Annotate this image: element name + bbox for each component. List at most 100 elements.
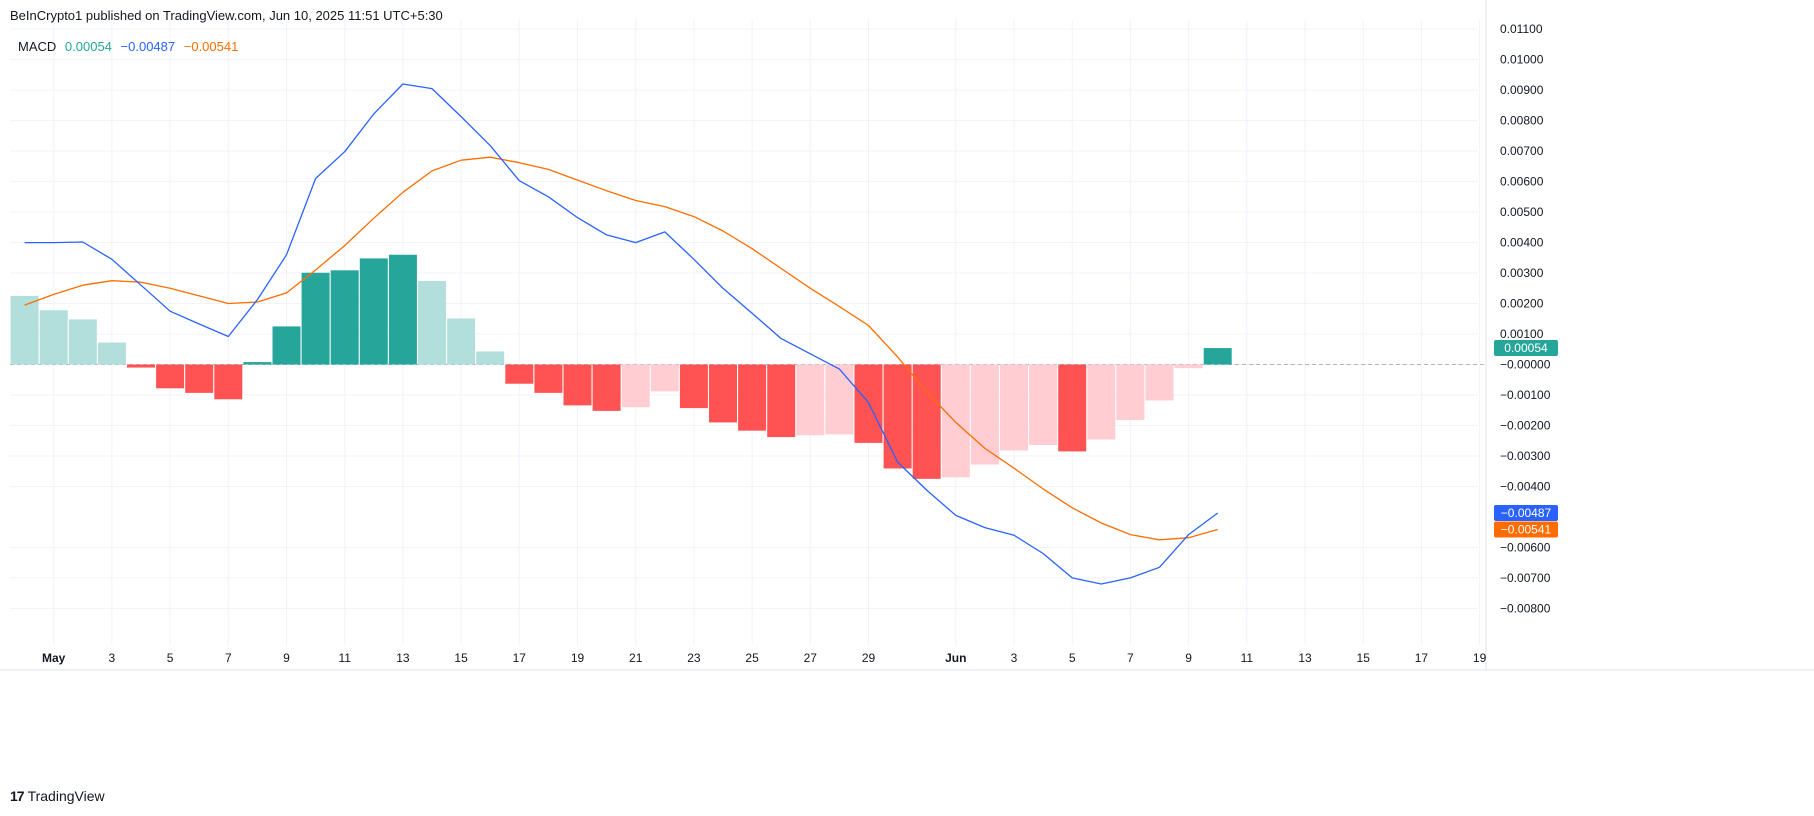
x-tick-label: 13	[1298, 651, 1312, 665]
histogram-bar[interactable]	[272, 326, 301, 365]
publisher-info: BeInCrypto1 published on TradingView.com…	[10, 8, 443, 23]
histogram-bar[interactable]	[883, 364, 912, 469]
x-tick-label: 5	[1069, 651, 1076, 665]
histogram-bar[interactable]	[156, 364, 185, 389]
x-tick-label: 19	[1473, 651, 1487, 665]
x-tick-label: 27	[804, 651, 818, 665]
histogram-bar[interactable]	[709, 364, 737, 423]
y-tick-label: −0.00800	[1500, 601, 1551, 615]
histogram-bar[interactable]	[418, 280, 446, 365]
x-tick-label: 15	[1357, 651, 1371, 665]
y-tick-label: 0.01000	[1500, 53, 1544, 67]
histogram-bar[interactable]	[505, 364, 534, 384]
price-tag-label: −0.00487	[1501, 506, 1552, 520]
histogram-bar[interactable]	[679, 364, 708, 409]
y-tick-label: 0.00300	[1500, 266, 1544, 280]
y-tick-label: −0.00100	[1500, 388, 1551, 402]
legend-indicator-name: MACD	[18, 39, 57, 54]
histogram-bar[interactable]	[97, 342, 126, 365]
x-tick-label: 17	[513, 651, 527, 665]
signal-line[interactable]	[24, 156, 1218, 541]
legend-signal-value: −0.00541	[183, 39, 239, 54]
histogram-bar[interactable]	[563, 364, 592, 406]
histogram-bar[interactable]	[39, 310, 68, 365]
y-tick-label: 0.01100	[1500, 22, 1543, 36]
histogram-bar[interactable]	[388, 254, 417, 365]
histogram-bar[interactable]	[796, 364, 825, 436]
histogram-bar[interactable]	[1058, 364, 1087, 452]
x-tick-label: 15	[454, 651, 468, 665]
histogram-bar[interactable]	[970, 364, 999, 465]
y-tick-label: 0.00400	[1500, 236, 1544, 250]
legend-histogram-value: 0.00054	[64, 39, 112, 54]
y-tick-label: 0.00500	[1500, 205, 1544, 219]
histogram-bar[interactable]	[359, 258, 388, 365]
x-tick-label: 29	[862, 651, 876, 665]
x-tick-label: 11	[338, 651, 351, 665]
histogram-bar[interactable]	[1203, 348, 1232, 365]
x-tick-label: May	[42, 651, 66, 665]
y-tick-label: 0.00100	[1500, 327, 1544, 341]
y-tick-label: −0.00700	[1500, 571, 1551, 585]
y-tick-label: −0.00600	[1500, 540, 1551, 554]
histogram-bar[interactable]	[127, 364, 155, 368]
x-tick-label: 3	[1011, 651, 1018, 665]
histogram-bar[interactable]	[1145, 364, 1174, 401]
histogram-bar[interactable]	[1029, 364, 1058, 445]
legend-macd-value: −0.00487	[120, 39, 176, 54]
histogram-bar[interactable]	[68, 319, 97, 365]
y-tick-label: 0.00600	[1500, 175, 1544, 189]
x-tick-label: 17	[1415, 651, 1429, 665]
x-tick-label: 23	[687, 651, 701, 665]
tradingview-brand: TradingView	[27, 788, 105, 804]
tradingview-watermark[interactable]: 17 TradingView	[10, 788, 105, 804]
x-tick-label: 9	[1185, 651, 1192, 665]
x-tick-label: 19	[571, 651, 585, 665]
y-tick-label: 0.00800	[1500, 114, 1544, 128]
histogram-bar[interactable]	[1000, 364, 1028, 451]
histogram-bar[interactable]	[243, 362, 272, 365]
y-tick-label: −0.00200	[1500, 418, 1551, 432]
x-tick-label: 21	[629, 651, 643, 665]
histogram-bar[interactable]	[534, 364, 563, 393]
price-tag-label: 0.00054	[1504, 341, 1548, 355]
histogram-bar[interactable]	[1174, 364, 1203, 369]
macd-legend[interactable]: MACD 0.00054 −0.00487 −0.00541	[18, 39, 243, 54]
histogram-bar[interactable]	[650, 364, 679, 392]
price-tag[interactable]	[1494, 521, 1558, 538]
histogram-bar[interactable]	[912, 364, 941, 479]
histogram-bar[interactable]	[1116, 364, 1145, 420]
x-tick-label: 25	[745, 651, 759, 665]
histogram-bar[interactable]	[592, 364, 621, 411]
price-tag[interactable]	[1494, 504, 1558, 521]
macd-line[interactable]	[24, 83, 1219, 585]
histogram-bar[interactable]	[330, 270, 359, 365]
histogram-bar[interactable]	[185, 364, 214, 393]
x-tick-label: 3	[109, 651, 116, 665]
y-tick-label: −0.00400	[1500, 479, 1551, 493]
histogram-bar[interactable]	[447, 318, 476, 365]
x-tick-label: Jun	[945, 651, 966, 665]
histogram-bar[interactable]	[738, 364, 767, 431]
histogram-bar[interactable]	[476, 351, 505, 365]
price-tag[interactable]	[1494, 340, 1558, 357]
histogram-bar[interactable]	[825, 364, 854, 435]
x-tick-label: 7	[1127, 651, 1134, 665]
y-tick-label: 0.00700	[1500, 144, 1544, 158]
histogram-bar[interactable]	[301, 272, 330, 365]
x-tick-label: 7	[225, 651, 232, 665]
y-tick-label: −0.00000	[1500, 358, 1551, 372]
price-tag-label: −0.00541	[1501, 522, 1552, 536]
histogram-bar[interactable]	[1087, 364, 1116, 440]
y-tick-label: 0.00900	[1500, 83, 1544, 97]
histogram-bar[interactable]	[10, 295, 39, 365]
histogram-bar[interactable]	[767, 364, 796, 438]
x-tick-label: 9	[283, 651, 290, 665]
y-tick-label: 0.00200	[1500, 297, 1544, 311]
y-tick-label: −0.00300	[1500, 449, 1551, 463]
histogram-bar[interactable]	[621, 364, 650, 408]
x-tick-label: 11	[1241, 651, 1254, 665]
histogram-bar[interactable]	[941, 364, 970, 478]
histogram-bar[interactable]	[214, 364, 243, 400]
